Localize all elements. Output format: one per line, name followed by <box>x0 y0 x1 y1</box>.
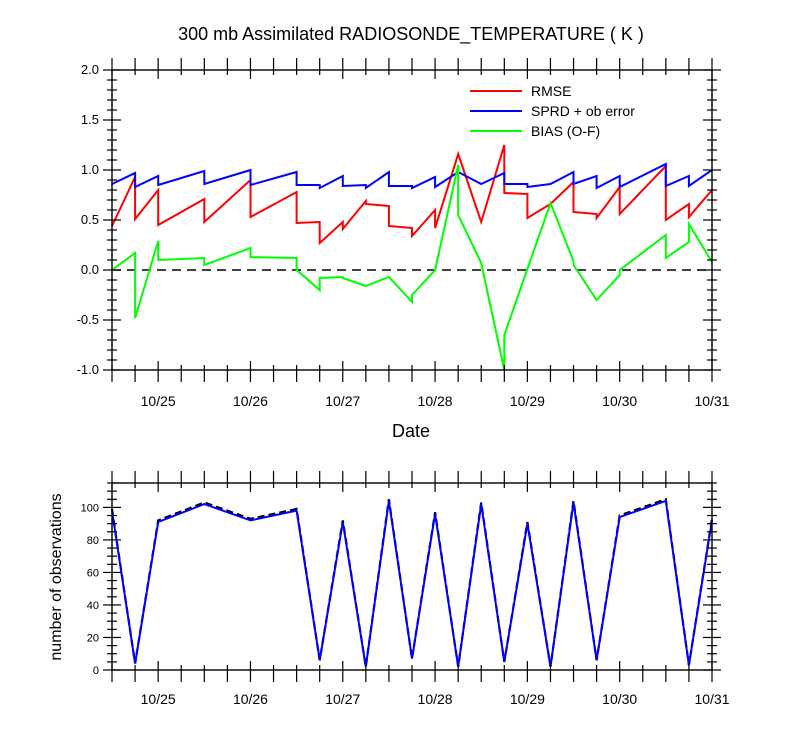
series-line-bias-o-f <box>111 164 713 371</box>
chart-title: 300 mb Assimilated RADIOSONDE_TEMPERATUR… <box>178 24 644 45</box>
y-tick-label: 1.0 <box>81 162 99 177</box>
x-tick-label: 10/29 <box>510 393 545 409</box>
x-tick-label: 10/31 <box>694 691 729 707</box>
x-tick-label: 10/26 <box>233 393 268 409</box>
y-tick-label: 0.5 <box>81 212 99 227</box>
y-tick-label: 20 <box>87 632 99 644</box>
series-line-rmse <box>111 144 713 246</box>
y-tick-label: -1.0 <box>77 362 99 377</box>
y-tick-label: 100 <box>81 502 99 514</box>
x-tick-label: 10/25 <box>141 393 176 409</box>
y-tick-label: 0.0 <box>81 262 99 277</box>
y-tick-label: 2.0 <box>81 62 99 77</box>
legend-label: RMSE <box>531 83 571 99</box>
x-tick-label: 10/27 <box>325 393 360 409</box>
series-line-observations-possible <box>110 497 714 667</box>
y-tick-label: 0 <box>93 665 99 677</box>
legend-label: BIAS (O-F) <box>531 123 600 139</box>
x-tick-label: 10/25 <box>141 691 176 707</box>
x-tick-label: 10/28 <box>418 393 453 409</box>
x-axis-label: Date <box>392 421 430 441</box>
x-tick-label: 10/27 <box>325 691 360 707</box>
series-line-observations-used <box>111 499 713 667</box>
x-tick-label: 10/28 <box>418 691 453 707</box>
bias-rmse-plot: 300 mb Assimilated RADIOSONDE_TEMPERATUR… <box>77 24 730 441</box>
y-tick-label: 1.5 <box>81 112 99 127</box>
y-tick-label: 60 <box>87 567 99 579</box>
y-tick-label: -0.5 <box>77 312 99 327</box>
observations-plot: 0 20 40 60 80 100 10/25 10/26 10/27 10/28 10/29 10/… <box>48 471 730 707</box>
x-tick-label: 10/31 <box>694 393 729 409</box>
series-line-sprd-ob-error <box>111 162 713 190</box>
x-tick-label: 10/30 <box>602 691 637 707</box>
x-tick-label: 10/26 <box>233 691 268 707</box>
y-tick-label: 40 <box>87 600 99 612</box>
y-tick-label: 80 <box>87 535 99 547</box>
legend-label: SPRD + ob error <box>531 103 635 119</box>
y-axis-label: number of observations <box>48 493 65 660</box>
plot-frame <box>111 482 713 671</box>
x-tick-label: 10/30 <box>602 393 637 409</box>
x-tick-label: 10/29 <box>510 691 545 707</box>
legend: RMSE SPRD + ob error BIAS (O-F) <box>470 83 635 139</box>
